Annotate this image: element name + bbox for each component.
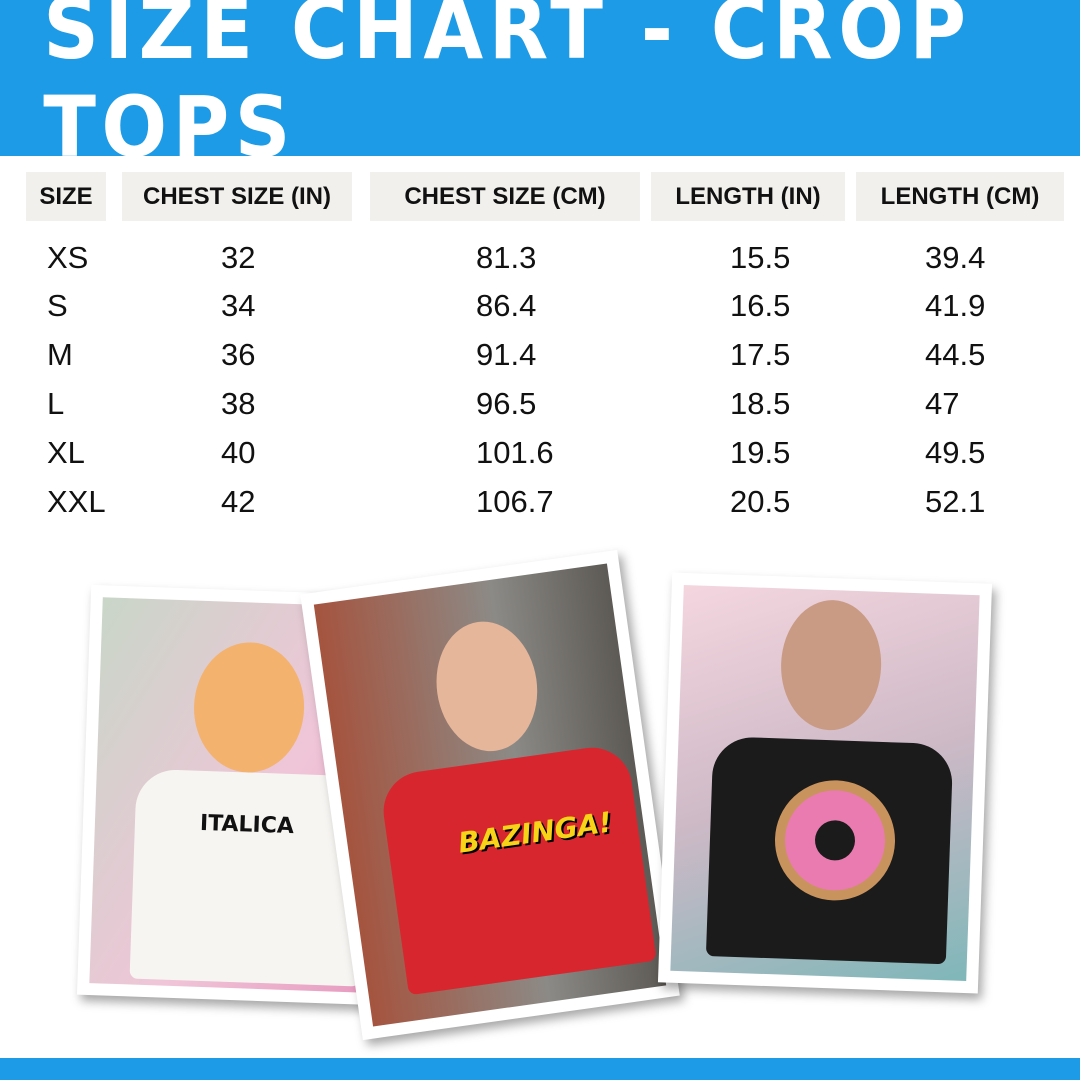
table-cell: 15.5 [730, 240, 791, 275]
header-length-cm: LENGTH (CM) [856, 172, 1064, 221]
table-row: XL 40 101.6 19.5 49.5 [0, 435, 1080, 475]
black-shirt [705, 736, 954, 965]
donut-print-icon [772, 778, 898, 903]
model-head [428, 615, 546, 758]
header-size: SIZE [26, 172, 106, 221]
header-length-in: LENGTH (IN) [651, 172, 845, 221]
table-cell: S [47, 288, 68, 323]
shirt-print-italica: ITALICA [199, 810, 295, 840]
table-cell: 42 [221, 484, 256, 519]
table-cell: M [47, 337, 73, 372]
shirt-print-bazinga: BAZINGA! [456, 805, 614, 860]
header-chest-in: CHEST SIZE (IN) [122, 172, 352, 221]
table-cell: 20.5 [730, 484, 791, 519]
table-row: XXL 42 106.7 20.5 52.1 [0, 484, 1080, 524]
table-row: M 36 91.4 17.5 44.5 [0, 337, 1080, 377]
photo-donut-crop-top [657, 572, 993, 994]
table-row: S 34 86.4 16.5 41.9 [0, 288, 1080, 328]
table-cell: XL [47, 435, 85, 470]
header-chest-cm: CHEST SIZE (CM) [370, 172, 640, 221]
model-head [191, 640, 307, 775]
table-cell: 44.5 [925, 337, 986, 372]
table-cell: 32 [221, 240, 256, 275]
table-cell: 39.4 [925, 240, 986, 275]
model-head [778, 598, 884, 732]
photo-bazinga-crop-top: BAZINGA! [300, 549, 680, 1041]
table-cell: 91.4 [476, 337, 537, 372]
red-shirt: BAZINGA! [378, 742, 657, 996]
table-cell: 34 [221, 288, 256, 323]
table-cell: XXL [47, 484, 106, 519]
table-row: L 38 96.5 18.5 47 [0, 386, 1080, 426]
table-cell: 96.5 [476, 386, 537, 421]
table-row: XS 32 81.3 15.5 39.4 [0, 240, 1080, 280]
table-cell: 81.3 [476, 240, 537, 275]
table-cell: 106.7 [476, 484, 554, 519]
table-cell: 86.4 [476, 288, 537, 323]
table-cell: 19.5 [730, 435, 791, 470]
table-cell: 47 [925, 386, 960, 421]
table-cell: 18.5 [730, 386, 791, 421]
table-cell: 40 [221, 435, 256, 470]
table-cell: 52.1 [925, 484, 986, 519]
table-cell: 101.6 [476, 435, 554, 470]
table-cell: 16.5 [730, 288, 791, 323]
footer-bar [0, 1058, 1080, 1080]
table-cell: 38 [221, 386, 256, 421]
title-banner: SIZE CHART - CROP TOPS [0, 0, 1080, 176]
table-cell: XS [47, 240, 89, 275]
page-title: SIZE CHART - CROP TOPS [43, 0, 972, 176]
table-cell: 36 [221, 337, 256, 372]
table-cell: 17.5 [730, 337, 791, 372]
table-cell: 41.9 [925, 288, 986, 323]
table-cell: 49.5 [925, 435, 986, 470]
table-cell: L [47, 386, 65, 421]
